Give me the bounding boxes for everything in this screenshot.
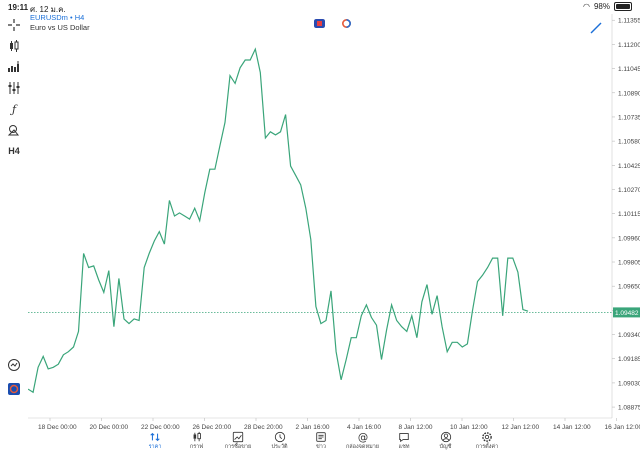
crosshair-icon[interactable] — [4, 16, 24, 34]
x-tick-label: 22 Dec 00:00 — [141, 424, 180, 431]
x-tick-label: 20 Dec 00:00 — [90, 424, 129, 431]
nav-label: ประวัติ — [260, 443, 300, 451]
y-tick-label: 1.11045 — [618, 66, 640, 73]
nav-item-mailbox[interactable]: @กล่องจดหมาย — [343, 431, 383, 451]
objects-icon[interactable] — [4, 121, 24, 139]
x-tick-label: 26 Dec 20:00 — [193, 424, 232, 431]
trade-icon — [232, 431, 244, 443]
chat-icon — [398, 431, 410, 443]
nav-item-news[interactable]: ข่าว — [301, 431, 341, 451]
y-tick-label: 1.10890 — [618, 90, 640, 97]
y-tick-label: 1.09340 — [618, 332, 640, 339]
settings-sliders-icon[interactable] — [4, 79, 24, 97]
y-tick-label: 1.09030 — [618, 380, 640, 387]
function-icon[interactable]: ƒ — [4, 100, 24, 118]
y-tick-label: 1.10270 — [618, 187, 640, 194]
nav-item-settings[interactable]: การตั้งค่า — [467, 431, 507, 451]
y-tick-label: 1.09805 — [618, 260, 640, 267]
nav-label: ข่าว — [301, 443, 341, 451]
settings-icon — [481, 431, 493, 443]
history-icon — [274, 431, 286, 443]
nav-label: การตั้งค่า — [467, 443, 507, 451]
x-tick-label: 2 Jan 16:00 — [296, 424, 330, 431]
y-tick-label: 1.09185 — [618, 356, 640, 363]
wifi-icon: ◠ — [583, 2, 590, 11]
nav-label: กราฟ — [177, 443, 217, 451]
y-tick-label: 1.10735 — [618, 114, 640, 121]
broker-logo-icon[interactable] — [4, 380, 24, 398]
timeframe-button[interactable]: H4 — [4, 142, 24, 160]
nav-item-history[interactable]: ประวัติ — [260, 431, 300, 451]
y-tick-label: 1.09960 — [618, 235, 640, 242]
x-tick-label: 14 Jan 12:00 — [553, 424, 591, 431]
price-series-line — [28, 49, 528, 392]
nav-label: ราคา — [135, 443, 175, 451]
indicators-icon[interactable] — [4, 58, 24, 76]
nav-label: แชท — [384, 443, 424, 451]
news-icon — [315, 431, 327, 443]
chart-svg[interactable]: 1.11355 1.11200 1.11045 1.10890 1.10735 1.105… — [28, 14, 640, 434]
x-tick-label: 4 Jan 16:00 — [347, 424, 381, 431]
chart-candles-icon — [191, 431, 203, 443]
y-tick-label: 1.09650 — [618, 284, 640, 291]
y-tick-label: 1.10580 — [618, 139, 640, 146]
status-right: ◠ 98% — [583, 2, 632, 11]
x-tick-label: 28 Dec 20:00 — [244, 424, 283, 431]
x-tick-label: 16 Jan 12:00 — [605, 424, 640, 431]
y-tick-label: 1.11200 — [618, 42, 640, 49]
nav-item-account[interactable]: บัญชี — [426, 431, 466, 451]
svg-text:@: @ — [357, 431, 367, 443]
battery-level: 98% — [594, 2, 610, 11]
x-tick-label: 10 Jan 12:00 — [450, 424, 488, 431]
account-icon — [440, 431, 452, 443]
y-tick-label: 1.10115 — [618, 211, 640, 218]
battery-icon — [614, 2, 632, 11]
nav-item-chat[interactable]: แชท — [384, 431, 424, 451]
mailbox-icon: @ — [357, 431, 369, 443]
nav-item-chart-candles[interactable]: กราฟ — [177, 431, 217, 451]
y-tick-label: 1.11355 — [618, 18, 640, 25]
one-click-trading-icon[interactable] — [4, 356, 24, 374]
bottom-nav: ราคากราฟการซื้อขายประวัติข่าว@กล่องจดหมา… — [0, 433, 640, 447]
x-tick-label: 8 Jan 12:00 — [399, 424, 433, 431]
chart-type-icon[interactable] — [4, 37, 24, 55]
current-price-label: 1.09482 — [615, 310, 639, 317]
status-bar: 19:11 ศ. 12 ม.ค. ◠ 98% — [0, 0, 640, 14]
x-tick-label: 12 Jan 12:00 — [502, 424, 540, 431]
x-tick-label: 18 Dec 00:00 — [38, 424, 77, 431]
quotes-icon — [149, 431, 161, 443]
nav-label: กล่องจดหมาย — [343, 443, 383, 451]
y-tick-label: 1.08875 — [618, 405, 640, 412]
status-time: 19:11 — [8, 3, 28, 12]
nav-label: บัญชี — [426, 443, 466, 451]
nav-label: การซื้อขาย — [218, 443, 258, 451]
left-toolbar: ƒ H4 — [0, 14, 28, 424]
y-tick-label: 1.10425 — [618, 163, 640, 170]
nav-item-trade[interactable]: การซื้อขาย — [218, 431, 258, 451]
nav-item-quotes[interactable]: ราคา — [135, 431, 175, 451]
